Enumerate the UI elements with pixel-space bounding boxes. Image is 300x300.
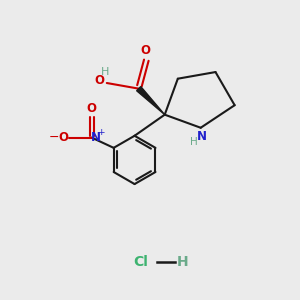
Text: O: O	[141, 44, 151, 57]
Text: N: N	[91, 131, 101, 144]
Text: H: H	[101, 67, 110, 77]
Text: O: O	[58, 131, 68, 144]
Text: N: N	[197, 130, 207, 142]
Text: +: +	[98, 128, 105, 137]
Polygon shape	[136, 87, 165, 115]
Text: −: −	[49, 130, 59, 143]
Text: O: O	[87, 103, 97, 116]
Text: H: H	[177, 255, 188, 269]
Text: O: O	[94, 74, 104, 87]
Text: Cl: Cl	[134, 255, 148, 269]
Text: H: H	[190, 137, 198, 147]
